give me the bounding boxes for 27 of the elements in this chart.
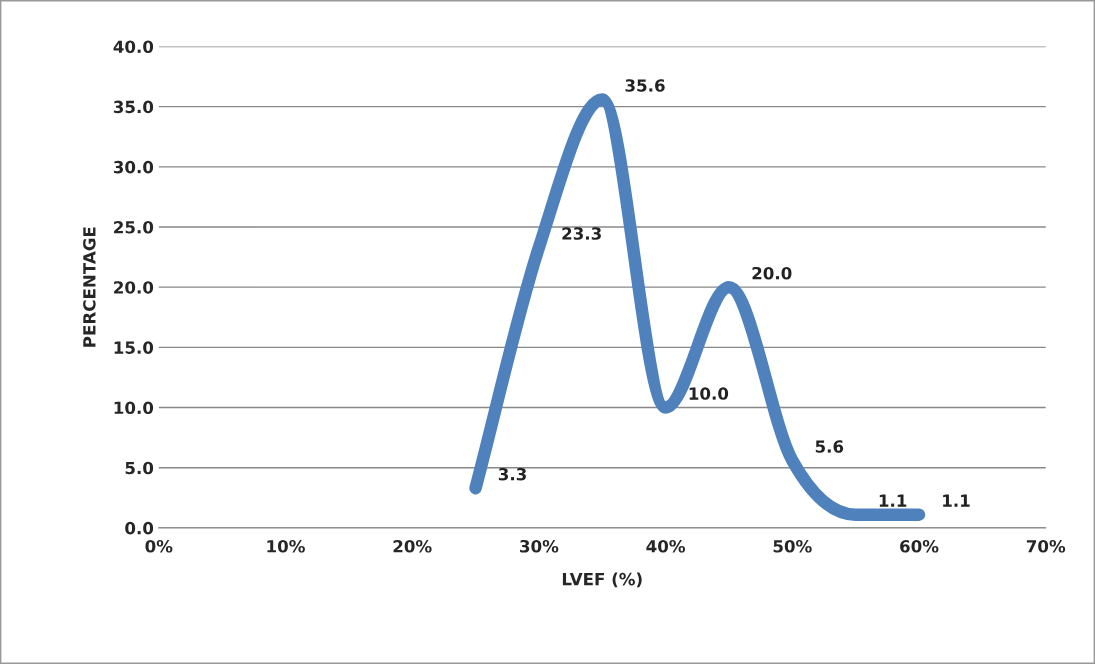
x-tick-label: 10% — [267, 539, 305, 553]
text: 1.1 — [879, 494, 907, 507]
text: 1.1 — [943, 494, 970, 507]
x-tick-label: 20% — [393, 539, 432, 553]
x-tick-label: 0% — [145, 539, 173, 553]
x-tick-label: 40% — [646, 539, 686, 553]
y-tick-label: 10.0 — [114, 401, 154, 415]
text: 23.3 — [562, 227, 601, 240]
text: 3.3 — [498, 467, 526, 481]
y-axis-title: PERCENTAGE — [83, 227, 96, 347]
x-tick-label: 50% — [773, 539, 812, 553]
y-tick-label: 15.0 — [114, 341, 154, 354]
x-tick-label: 60% — [900, 539, 939, 553]
y-tick-label: 30.0 — [113, 160, 154, 174]
text: 10.0 — [689, 387, 729, 400]
text: 35.6 — [625, 79, 665, 92]
text: 20.0 — [752, 266, 792, 280]
text: 5.6 — [815, 440, 844, 453]
x-tick-label: 30% — [520, 539, 559, 553]
y-tick-label: 5.0 — [125, 461, 154, 475]
y-tick-label: 35.0 — [113, 100, 154, 114]
y-tick-label: 20.0 — [114, 281, 154, 294]
y-tick-label: 0.0 — [125, 521, 154, 535]
y-tick-label: 40.0 — [113, 40, 154, 54]
x-tick-label: 70% — [1026, 539, 1066, 553]
x-axis-title: LVEF (%) — [562, 572, 642, 588]
y-tick-label: 25.0 — [114, 220, 154, 234]
